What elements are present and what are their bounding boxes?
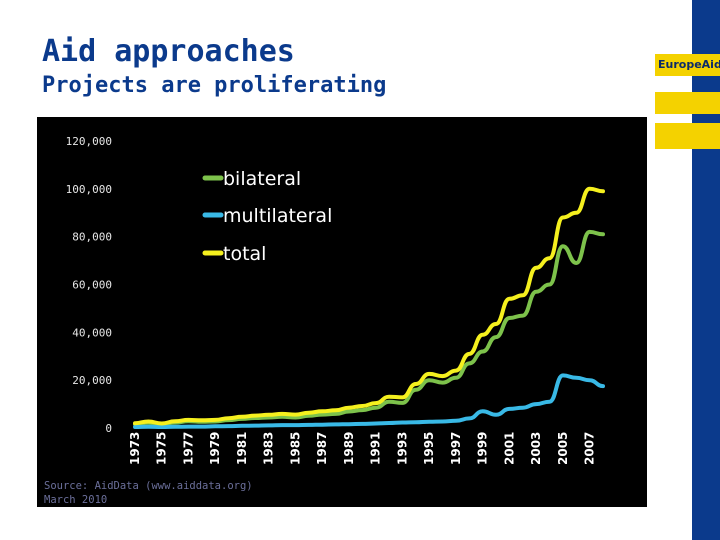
x-tick-label: 1995	[422, 432, 436, 465]
y-tick-label: 20,000	[72, 374, 112, 387]
y-tick-label: 120,000	[66, 135, 112, 148]
series-line-total	[133, 186, 605, 426]
projects-line-chart: 020,00040,00060,00080,000100,000120,000 …	[66, 135, 605, 465]
x-tick-label: 2001	[502, 432, 516, 465]
europeaid-brand-label: EuropeAid	[655, 54, 720, 76]
legend-label-bilateral: bilateral	[223, 168, 301, 190]
slide-title: Aid approaches	[42, 34, 295, 69]
series-line-multilateral	[133, 373, 605, 429]
x-tick-label: 1987	[315, 432, 329, 465]
x-tick-label: 1989	[342, 432, 356, 465]
x-tick-label: 2007	[583, 432, 597, 465]
legend-label-multilateral: multilateral	[223, 205, 332, 227]
x-tick-label: 2005	[556, 432, 570, 465]
sidebar-accent-bar	[655, 123, 720, 149]
brand-sidebar: EuropeAid	[648, 0, 720, 540]
x-tick-label: 1981	[235, 432, 249, 465]
sidebar-accent-bar	[655, 92, 720, 114]
x-tick-label: 1977	[181, 432, 195, 465]
slide-subtitle: Projects are proliferating	[42, 73, 387, 98]
x-tick-label: 1985	[288, 432, 302, 465]
x-tick-label: 1991	[369, 432, 383, 465]
legend-label-total: total	[223, 243, 266, 265]
x-tick-label: 1983	[262, 432, 276, 465]
y-tick-label: 0	[105, 422, 112, 435]
series-line-bilateral	[133, 229, 605, 427]
x-tick-label: 2003	[529, 432, 543, 465]
x-tick-label: 1999	[476, 432, 490, 465]
y-tick-label: 100,000	[66, 183, 112, 196]
source-line: Source: AidData (www.aiddata.org)	[44, 480, 253, 492]
y-tick-label: 40,000	[72, 326, 112, 339]
x-tick-label: 1993	[395, 432, 409, 465]
x-tick-label: 1997	[449, 432, 463, 465]
chart-panel: 0 20,000 40,000 60,000 80,000 100,000 120,000 …	[37, 117, 647, 507]
source-note: Source: AidData (www.aiddata.org) March …	[44, 479, 253, 507]
source-date: March 2010	[44, 494, 108, 506]
sidebar-blue-strip	[692, 0, 720, 540]
x-tick-label: 1979	[208, 432, 222, 465]
x-tick-label: 1975	[155, 432, 169, 465]
x-tick-label: 1973	[128, 432, 142, 465]
y-tick-label: 80,000	[72, 231, 112, 244]
y-tick-label: 60,000	[72, 279, 112, 292]
